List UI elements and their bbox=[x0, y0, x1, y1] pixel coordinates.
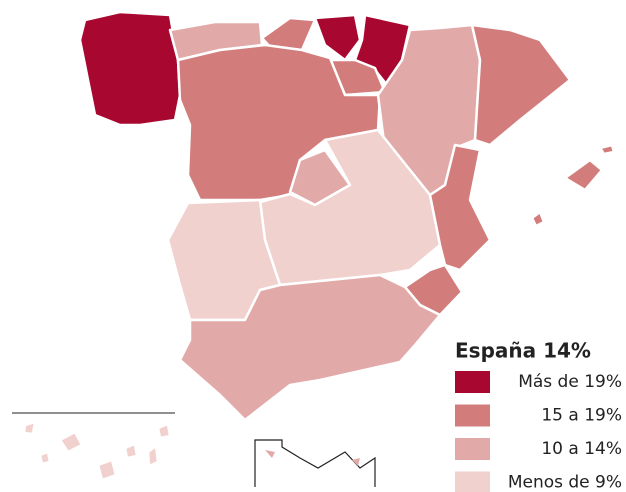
legend-swatch bbox=[455, 438, 490, 460]
valencia bbox=[428, 143, 492, 272]
galicia bbox=[78, 10, 182, 127]
regions bbox=[22, 10, 616, 482]
cataluna bbox=[470, 23, 572, 147]
canarias-1 bbox=[22, 420, 37, 436]
canarias-4 bbox=[123, 442, 139, 460]
canarias-6 bbox=[156, 422, 172, 440]
legend-label: Más de 19% bbox=[518, 372, 622, 392]
ceuta bbox=[265, 450, 275, 458]
legend-label: 10 a 14% bbox=[541, 439, 622, 459]
legend-label: Menos de 9% bbox=[508, 473, 622, 492]
canarias-3 bbox=[96, 458, 118, 482]
andalucia bbox=[178, 273, 442, 422]
legend-swatch bbox=[455, 471, 490, 492]
legend-swatch bbox=[455, 404, 490, 427]
canarias-7 bbox=[38, 450, 52, 466]
baleares bbox=[563, 158, 604, 192]
menorca bbox=[598, 143, 616, 156]
ceuta-melilla-frame bbox=[254, 439, 376, 487]
legend-label: 15 a 19% bbox=[541, 406, 622, 426]
canarias-2 bbox=[58, 430, 84, 454]
canarias-5 bbox=[146, 444, 160, 468]
melilla bbox=[352, 458, 360, 466]
legend-title: España 14% bbox=[455, 339, 591, 363]
pais-vasco bbox=[313, 13, 362, 62]
legend: España 14% Más de 19% 15 a 19% 10 a 14% Men… bbox=[455, 339, 622, 492]
ibiza bbox=[530, 210, 546, 228]
legend-swatch bbox=[455, 371, 490, 393]
